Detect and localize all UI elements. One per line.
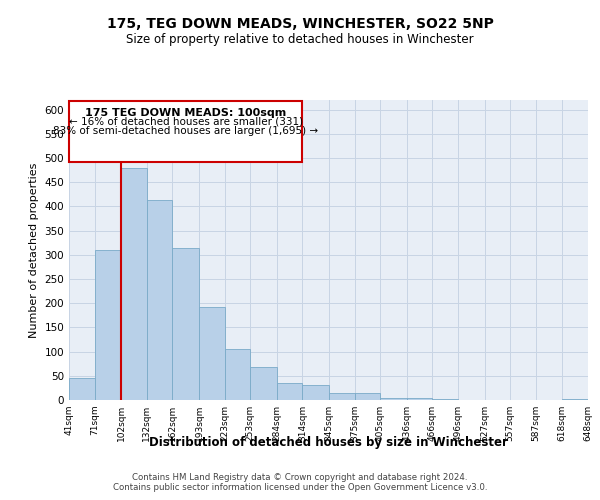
Y-axis label: Number of detached properties: Number of detached properties	[29, 162, 39, 338]
Bar	[147, 200, 172, 400]
Bar	[172, 248, 199, 400]
Bar	[433, 399, 458, 400]
Bar	[69, 378, 95, 400]
Bar	[95, 250, 121, 400]
Bar	[329, 393, 355, 400]
Text: Distribution of detached houses by size in Winchester: Distribution of detached houses by size …	[149, 436, 508, 449]
Text: 83% of semi-detached houses are larger (1,695) →: 83% of semi-detached houses are larger (…	[53, 126, 318, 136]
Bar	[562, 399, 588, 400]
Text: 175, TEG DOWN MEADS, WINCHESTER, SO22 5NP: 175, TEG DOWN MEADS, WINCHESTER, SO22 5N…	[107, 18, 493, 32]
Bar	[302, 386, 329, 400]
Bar	[355, 393, 380, 400]
Text: Contains HM Land Registry data © Crown copyright and database right 2024.: Contains HM Land Registry data © Crown c…	[132, 472, 468, 482]
Text: Contains public sector information licensed under the Open Government Licence v3: Contains public sector information licen…	[113, 482, 487, 492]
Bar	[224, 349, 250, 400]
Text: ← 16% of detached houses are smaller (331): ← 16% of detached houses are smaller (33…	[68, 117, 303, 127]
Bar	[199, 307, 224, 400]
Text: 175 TEG DOWN MEADS: 100sqm: 175 TEG DOWN MEADS: 100sqm	[85, 108, 286, 118]
Bar	[121, 168, 147, 400]
Text: Size of property relative to detached houses in Winchester: Size of property relative to detached ho…	[126, 32, 474, 46]
Bar	[380, 398, 407, 400]
Bar	[250, 367, 277, 400]
FancyBboxPatch shape	[69, 101, 302, 162]
Bar	[277, 383, 302, 400]
Bar	[407, 398, 433, 400]
